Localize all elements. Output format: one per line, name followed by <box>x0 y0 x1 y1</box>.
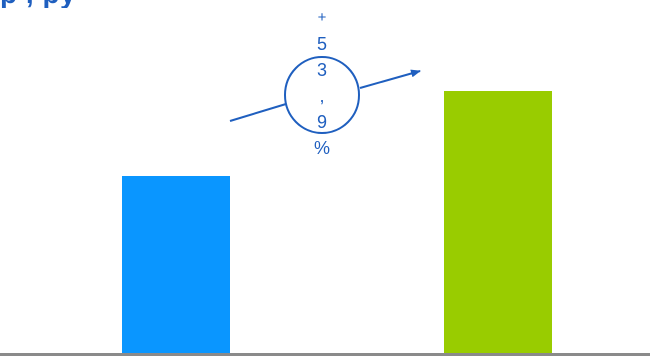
bar-2 <box>444 91 552 353</box>
chart-title-fragment: p , py <box>0 0 650 8</box>
annotation-circle <box>284 56 360 134</box>
annotation-char: + <box>317 9 327 26</box>
annotation-char: 3 <box>316 60 327 80</box>
growth-arrow-head <box>359 69 421 89</box>
annotation-char: 5 <box>316 34 327 54</box>
annotation-char: % <box>313 138 330 158</box>
bar-1 <box>122 176 230 353</box>
annotation-char: , <box>319 86 325 106</box>
annotation-char: 9 <box>316 112 327 132</box>
growth-arrow-tail <box>229 103 287 122</box>
x-axis-baseline <box>0 353 650 356</box>
